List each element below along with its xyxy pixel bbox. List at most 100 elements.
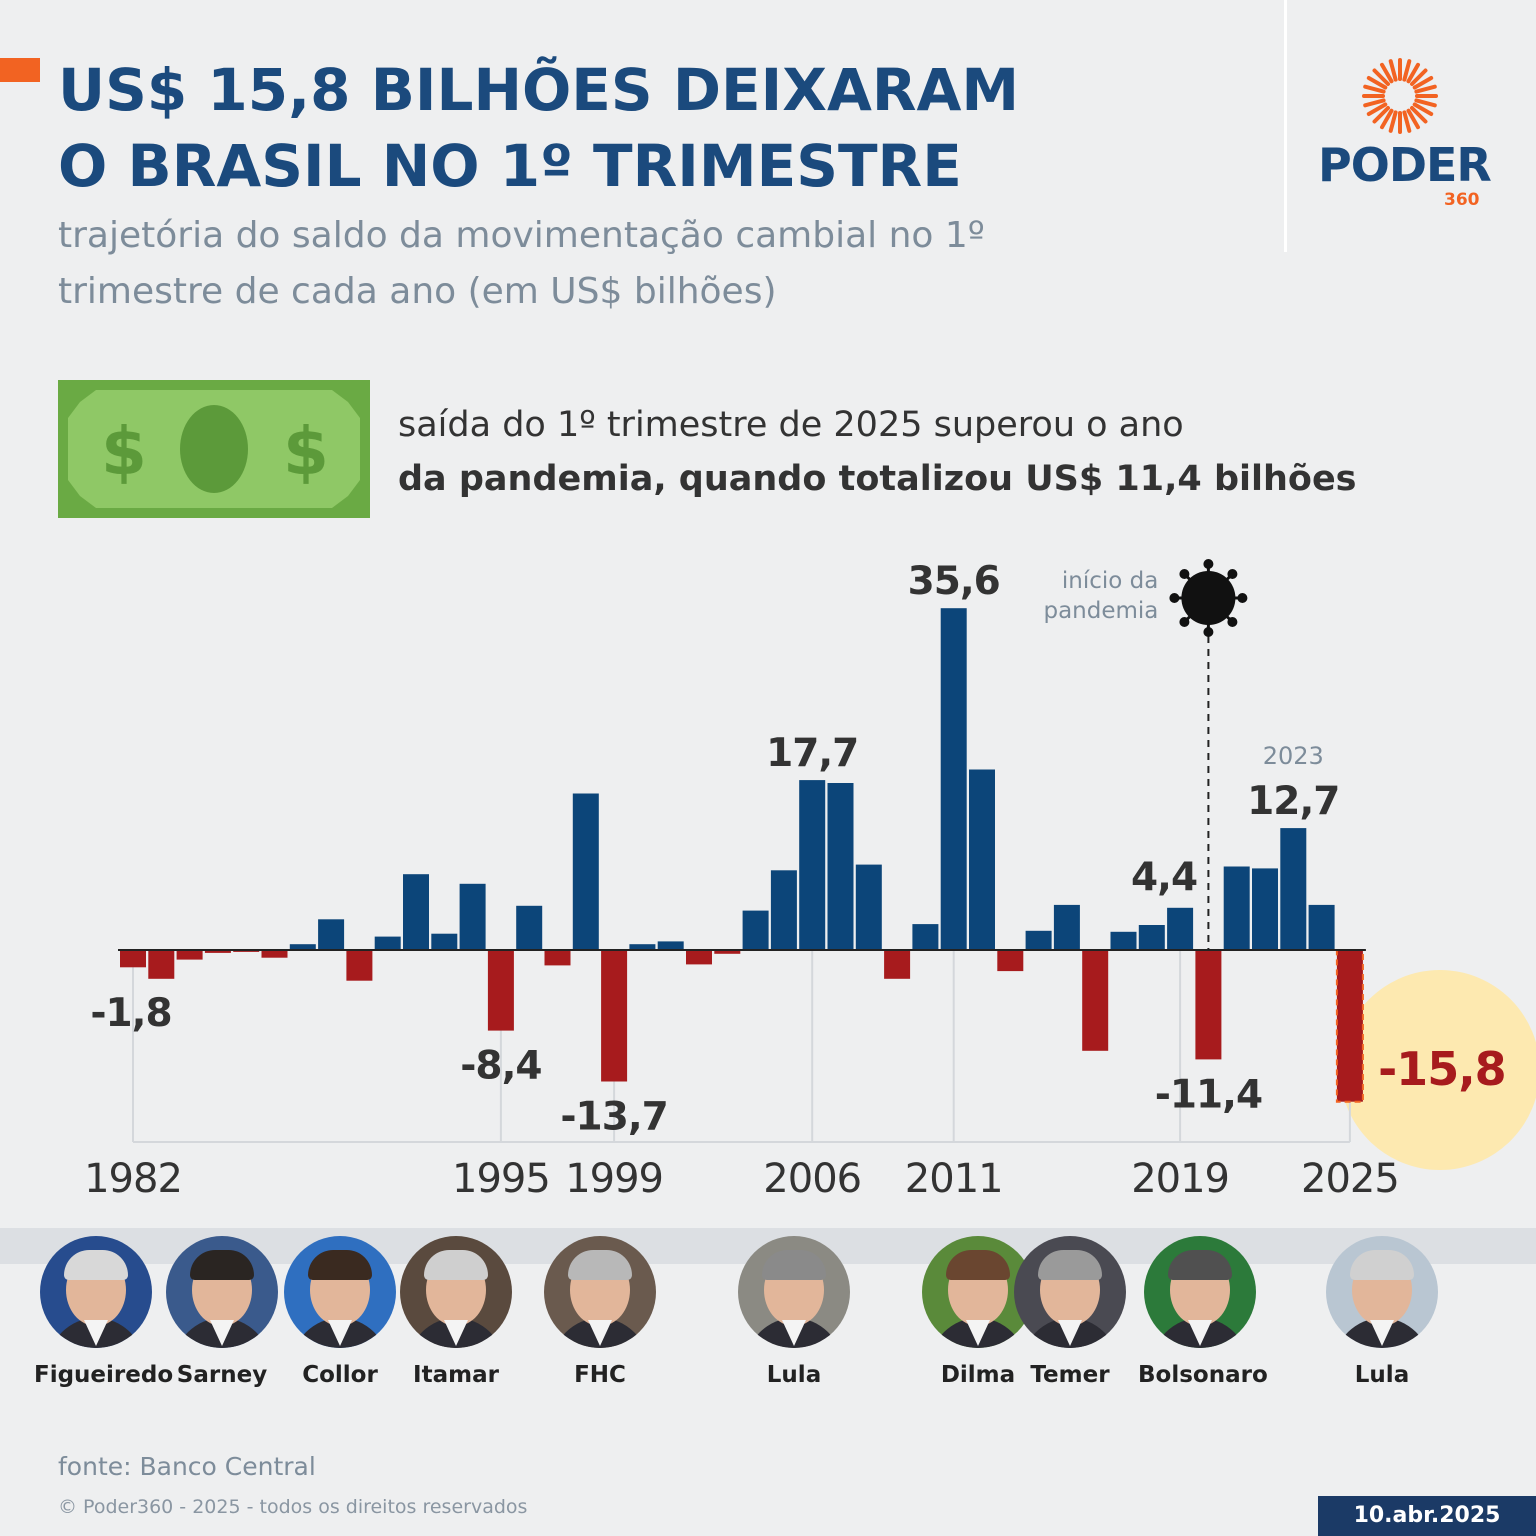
bar-2003 <box>714 950 741 954</box>
highlight-line-1: saída do 1º trimestre de 2025 superou o … <box>398 405 1184 445</box>
value-label: -15,8 <box>1378 1042 1506 1096</box>
bar-1997 <box>544 950 571 966</box>
x-tick-label: 2006 <box>763 1156 861 1202</box>
pandemic-note-line-1: início da <box>1062 568 1158 594</box>
page-title: US$ 15,8 BILHÕES DEIXARAM O BRASIL NO 1º… <box>58 52 1238 204</box>
avatar <box>544 1236 656 1348</box>
value-label: -1,8 <box>90 991 171 1036</box>
x-tick-label: 1999 <box>565 1156 663 1202</box>
logo-ray <box>1414 98 1437 108</box>
virus-icon <box>1169 559 1248 637</box>
bar-2005 <box>770 870 797 950</box>
value-label: 17,7 <box>766 731 858 776</box>
bar-2022 <box>1252 868 1278 950</box>
bar-1994 <box>459 883 486 950</box>
dollar-bill-icon: $ $ <box>58 380 370 518</box>
highlight-text: saída do 1º trimestre de 2025 superou o … <box>398 398 1498 506</box>
logo-ray <box>1388 59 1398 82</box>
avatar <box>1326 1236 1438 1348</box>
bar-2002 <box>686 950 712 965</box>
bar-1984 <box>176 950 203 960</box>
logo-word: PODER <box>1318 138 1492 192</box>
president-5: Lula <box>732 1236 856 1388</box>
sunburst-logo-icon <box>1362 58 1438 134</box>
bar-1999 <box>601 950 628 1082</box>
president-0: Figueiredo <box>34 1236 174 1388</box>
logo-ray <box>1402 110 1412 133</box>
president-name: Figueiredo <box>34 1362 174 1388</box>
bar-1998 <box>572 793 599 950</box>
accent-bar <box>0 58 40 82</box>
bar-2008 <box>855 864 882 950</box>
title-line-1: US$ 15,8 BILHÕES DEIXARAM <box>58 56 1020 124</box>
bar-2006 <box>799 780 826 950</box>
bar-2001 <box>657 941 684 950</box>
value-label: 4,4 <box>1131 855 1197 900</box>
president-name: Sarney <box>176 1362 268 1388</box>
bar-2023 <box>1280 828 1307 950</box>
bar-2018 <box>1138 925 1165 950</box>
value-label: 12,7 <box>1247 779 1339 824</box>
president-3: Itamar <box>394 1236 518 1388</box>
pandemic-note-line-2: pandemia <box>1043 598 1158 624</box>
avatar <box>1014 1236 1126 1348</box>
president-6: Dilma <box>916 1236 1040 1388</box>
bar-1990 <box>346 950 373 981</box>
title-line-2: O BRASIL NO 1º TRIMESTRE <box>58 132 962 200</box>
president-1: Sarney <box>160 1236 284 1388</box>
logo-ray <box>1366 102 1388 116</box>
avatar <box>166 1236 278 1348</box>
president-name: Lula <box>766 1362 822 1388</box>
logo-ray <box>1372 68 1390 86</box>
bar-2014 <box>1025 930 1052 950</box>
bar-2012 <box>969 769 995 950</box>
bar-2013 <box>997 950 1024 972</box>
value-label: -13,7 <box>560 1095 667 1140</box>
logo-ray <box>1406 62 1420 84</box>
bar-1982 <box>120 950 146 968</box>
bar-2011 <box>940 608 967 950</box>
header-divider <box>1284 0 1287 252</box>
bar-1992 <box>403 874 429 950</box>
president-8: Bolsonaro <box>1138 1236 1268 1388</box>
subtitle-line-2: trimestre de cada ano (em US$ bilhões) <box>58 271 777 312</box>
bar-2025 <box>1335 949 1364 1103</box>
value-label: -8,4 <box>460 1044 541 1089</box>
bar-2020 <box>1195 950 1222 1060</box>
bar-2015 <box>1053 904 1080 950</box>
president-4: FHC <box>538 1236 662 1388</box>
bar-1985 <box>204 950 231 953</box>
logo-ray <box>1388 110 1398 133</box>
x-tick-label: 2011 <box>905 1156 1003 1202</box>
president-name: Collor <box>302 1362 378 1388</box>
logo-ray <box>1372 106 1390 124</box>
x-tick-label: 1995 <box>452 1156 550 1202</box>
avatar <box>1144 1236 1256 1348</box>
highlight-circle <box>1339 970 1536 1170</box>
logo-ray <box>1414 84 1437 94</box>
bar-1991 <box>374 936 401 950</box>
subtitle: trajetória do saldo da movimentação camb… <box>58 208 1238 320</box>
bar-2010 <box>912 924 939 950</box>
logo-ray <box>1402 59 1412 82</box>
bar-2004 <box>742 910 769 950</box>
logo-ray <box>1366 76 1388 90</box>
president-2: Collor <box>278 1236 402 1388</box>
bar-1996 <box>516 905 543 950</box>
bar-2007 <box>827 783 854 950</box>
bar-1995 <box>487 950 514 1031</box>
bar-2024 <box>1308 904 1335 950</box>
x-tick-label: 1982 <box>84 1156 182 1202</box>
copyright: © Poder360 - 2025 - todos os direitos re… <box>58 1496 528 1518</box>
logo-ray <box>1412 76 1434 90</box>
x-tick-label: 2019 <box>1131 1156 1229 1202</box>
bar-1987 <box>261 950 288 958</box>
value-label-year: 2023 <box>1263 742 1324 770</box>
logo-ray <box>1410 68 1428 86</box>
value-label: -11,4 <box>1155 1072 1262 1117</box>
logo-ray <box>1363 84 1386 94</box>
avatar <box>400 1236 512 1348</box>
highlight-line-2: da pandemia, quando totalizou US$ 11,4 b… <box>398 459 1357 499</box>
subtitle-line-1: trajetória do saldo da movimentação camb… <box>58 215 985 256</box>
president-name: FHC <box>574 1362 626 1388</box>
